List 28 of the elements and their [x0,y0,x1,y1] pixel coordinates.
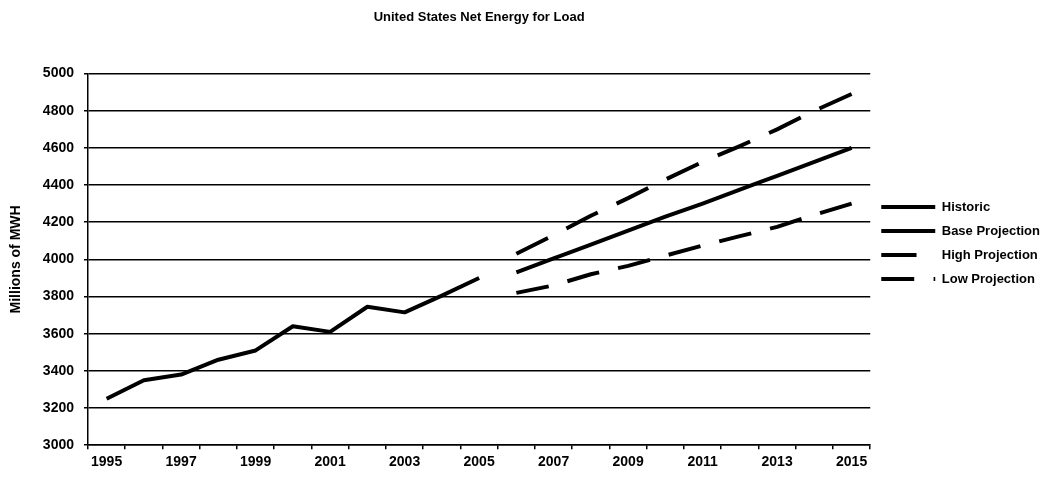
x-tick-label: 2003 [389,453,421,470]
x-tick-label: 2005 [463,453,495,470]
y-axis-title: Millions of MWH [7,205,24,314]
x-tick-label: 2011 [687,453,719,470]
x-tick-label: 2013 [761,453,793,470]
x-tick-label: 1997 [165,453,197,470]
legend-label: Historic [941,198,991,214]
x-tick-label: 2015 [836,453,868,470]
y-tick-label: 4000 [42,250,75,267]
y-tick-label: 3600 [42,324,75,341]
y-tick-label: 3800 [42,287,75,304]
legend-label: High Projection [941,246,1038,262]
y-tick-label: 5000 [42,64,75,81]
chart-title: United States Net Energy for Load [373,9,585,25]
y-tick-label: 4800 [42,101,75,118]
x-tick-label: 2001 [314,453,346,470]
y-tick-label: 4400 [42,175,75,192]
y-tick-label: 3400 [42,361,75,378]
x-tick-label: 2009 [612,453,644,470]
x-tick-label: 1995 [91,453,123,470]
y-tick-label: 4200 [42,213,75,230]
x-tick-label: 1999 [240,453,272,470]
y-tick-label: 3200 [42,398,75,415]
y-tick-label: 4600 [42,138,75,155]
legend-label: Base Projection [941,222,1041,238]
legend-label: Low Projection [941,270,1035,286]
y-tick-label: 3000 [42,436,75,453]
x-tick-label: 2007 [538,453,570,470]
